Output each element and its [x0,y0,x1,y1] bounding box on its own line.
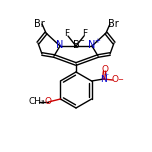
Text: Br: Br [34,19,44,29]
Text: Br: Br [108,19,118,29]
Text: N: N [88,40,96,50]
Text: F: F [82,29,88,38]
Text: O: O [111,76,118,85]
Text: F: F [64,29,70,38]
Text: N: N [100,74,107,83]
Text: −: − [78,38,84,44]
Text: +: + [94,38,100,44]
Text: −: − [118,77,124,83]
Text: O: O [101,64,108,74]
Text: N: N [56,40,64,50]
Text: O: O [45,97,52,105]
Text: CH₃: CH₃ [28,97,45,107]
Text: B: B [73,40,79,50]
Text: +: + [103,71,108,76]
